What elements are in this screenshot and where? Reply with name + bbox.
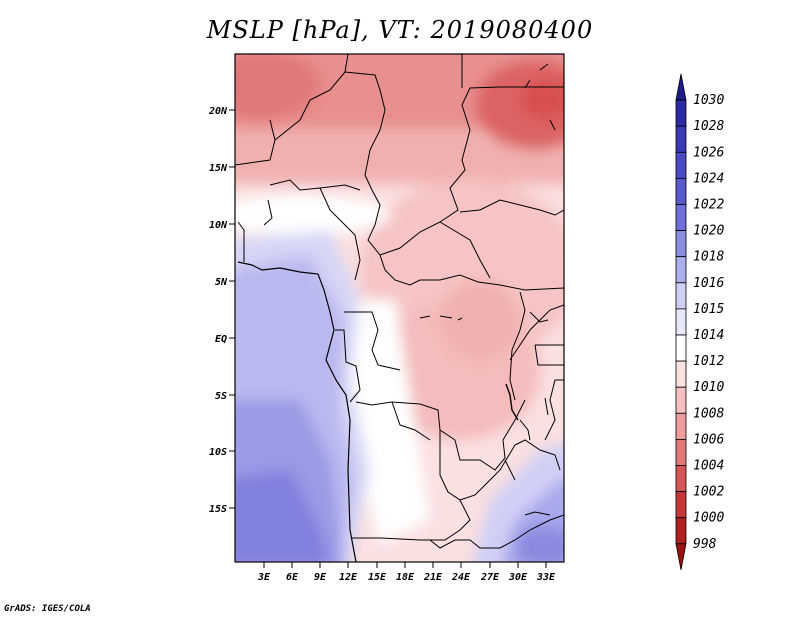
colorbar-segment (675, 125, 687, 153)
colorbar-label: 1004 (693, 459, 724, 474)
lon-label-18e: 18E (396, 572, 415, 583)
lon-label-33e: 33E (536, 572, 556, 583)
map-frame (234, 53, 565, 563)
colorbar-label: 1012 (693, 354, 724, 369)
lon-label-3e: 3E (257, 572, 271, 583)
credit-text: GrADS: IGES/COLA (4, 604, 91, 614)
colorbar-segment (675, 517, 687, 545)
lat-label-10n: 10N (209, 220, 228, 231)
colorbar-segment (675, 99, 687, 127)
lat-label-20n: 20N (208, 106, 228, 117)
lat-label-5n: 5N (215, 277, 228, 288)
colorbar-segment (675, 151, 687, 179)
lon-label-24e: 24E (451, 572, 471, 583)
colorbar-label: 1016 (693, 276, 724, 291)
colorbar-segment (675, 308, 687, 336)
colorbar-segment (675, 204, 687, 232)
latitude-axis: 20N 15N 10N 5N EQ 5S 10S 15S (208, 106, 235, 515)
colorbar-label: 1020 (693, 224, 724, 239)
lon-label-12e: 12E (339, 572, 358, 583)
lat-label-15n: 15N (209, 163, 228, 174)
colorbar-label: 1014 (693, 328, 724, 343)
colorbar-segment (675, 334, 687, 362)
lon-label-15e: 15E (368, 572, 387, 583)
map-title: MSLP [hPa], VT: 2019080400 (206, 16, 594, 44)
colorbar: 1030 1028 1026 1024 1022 1020 1018 1016 1015 1014… (675, 73, 724, 570)
longitude-axis: 3E 6E 9E 12E 15E 18E 21E 24E 27E 30E 33E (257, 562, 556, 583)
colorbar-label: 1015 (693, 302, 724, 317)
lon-label-30e: 30E (508, 572, 528, 583)
lon-label-27e: 27E (480, 572, 500, 583)
colorbar-label: 1000 (693, 511, 724, 526)
pressure-field (235, 54, 564, 562)
lat-label-15s: 15S (209, 504, 227, 515)
colorbar-segment (675, 177, 687, 205)
colorbar-segment (675, 256, 687, 284)
colorbar-segment (675, 438, 687, 466)
colorbar-label: 1022 (693, 198, 724, 213)
colorbar-segment (675, 543, 687, 570)
colorbar-segment (675, 465, 687, 493)
colorbar-label: 1010 (693, 380, 724, 395)
colorbar-label: 1030 (693, 93, 724, 108)
lat-label-5s: 5S (215, 391, 227, 402)
lat-label-eq: EQ (215, 334, 227, 345)
colorbar-segment (675, 386, 687, 414)
colorbar-label: 1026 (693, 145, 724, 160)
lon-label-9e: 9E (314, 572, 327, 583)
colorbar-label: 1024 (693, 171, 724, 186)
colorbar-label: 1008 (693, 406, 724, 421)
colorbar-label: 998 (693, 537, 717, 552)
boundaries (235, 54, 564, 562)
colorbar-label: 1002 (693, 485, 724, 500)
colorbar-segment (675, 412, 687, 440)
colorbar-segment (675, 73, 687, 101)
lon-label-21e: 21E (423, 572, 443, 583)
colorbar-segment (675, 282, 687, 310)
colorbar-label: 1006 (693, 432, 724, 447)
colorbar-label: 1028 (693, 119, 724, 134)
colorbar-segment (675, 230, 687, 258)
colorbar-segment (675, 360, 687, 388)
lat-label-10s: 10S (209, 447, 227, 458)
colorbar-label: 1018 (693, 250, 724, 265)
lon-label-6e: 6E (286, 572, 299, 583)
colorbar-segment (675, 491, 687, 519)
